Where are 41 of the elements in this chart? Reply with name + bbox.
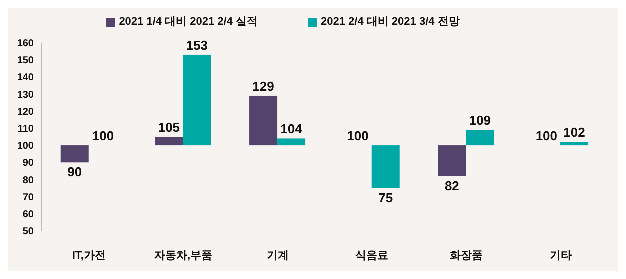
data-label: 153 — [186, 38, 208, 53]
data-label: 82 — [444, 178, 460, 194]
data-label: 102 — [564, 125, 586, 140]
data-label: 109 — [469, 113, 492, 128]
x-tick-label: 식음료 — [356, 250, 389, 262]
data-label: 104 — [280, 122, 304, 137]
x-tick-label: IT,가전 — [72, 250, 106, 262]
y-tick-label: 90 — [22, 158, 34, 170]
bar — [466, 130, 494, 146]
y-tick-label: 50 — [22, 226, 34, 238]
annotation: 100 — [92, 128, 114, 144]
y-tick-label: 120 — [17, 106, 34, 118]
legend-label: 2021 1/4 대비 2021 2/4 실적 — [119, 16, 258, 28]
data-label: 129 — [252, 78, 274, 94]
y-tick-label: 150 — [17, 56, 34, 67]
y-tick-label: 110 — [18, 124, 34, 136]
data-label: 75 — [378, 190, 394, 206]
y-tick-label: 80 — [22, 175, 34, 186]
annotation: 100 — [536, 128, 558, 144]
y-tick-label: 100 — [17, 141, 34, 152]
bar — [155, 137, 184, 146]
y-tick-label: 130 — [17, 90, 34, 101]
y-tick-label: 60 — [22, 209, 34, 220]
bar — [183, 54, 212, 146]
data-label: 90 — [68, 164, 82, 180]
x-tick-label: 기계 — [266, 250, 289, 262]
bar — [372, 146, 400, 188]
bar — [438, 146, 466, 176]
bar — [560, 142, 589, 146]
y-tick-label: 140 — [17, 72, 34, 84]
x-tick-label: 기타 — [550, 250, 572, 262]
y-tick-label: 160 — [17, 38, 34, 50]
bar — [250, 96, 278, 146]
x-tick-label: 화장품 — [450, 250, 483, 262]
data-label: 105 — [158, 120, 180, 135]
y-tick-label: 70 — [22, 192, 34, 204]
x-tick-label: 자동차,부품 — [154, 250, 213, 262]
legend-label: 2021 2/4 대비 2021 3/4 전망 — [321, 16, 460, 28]
bar — [60, 146, 89, 163]
annotation: 100 — [347, 128, 369, 144]
bar — [278, 138, 306, 146]
